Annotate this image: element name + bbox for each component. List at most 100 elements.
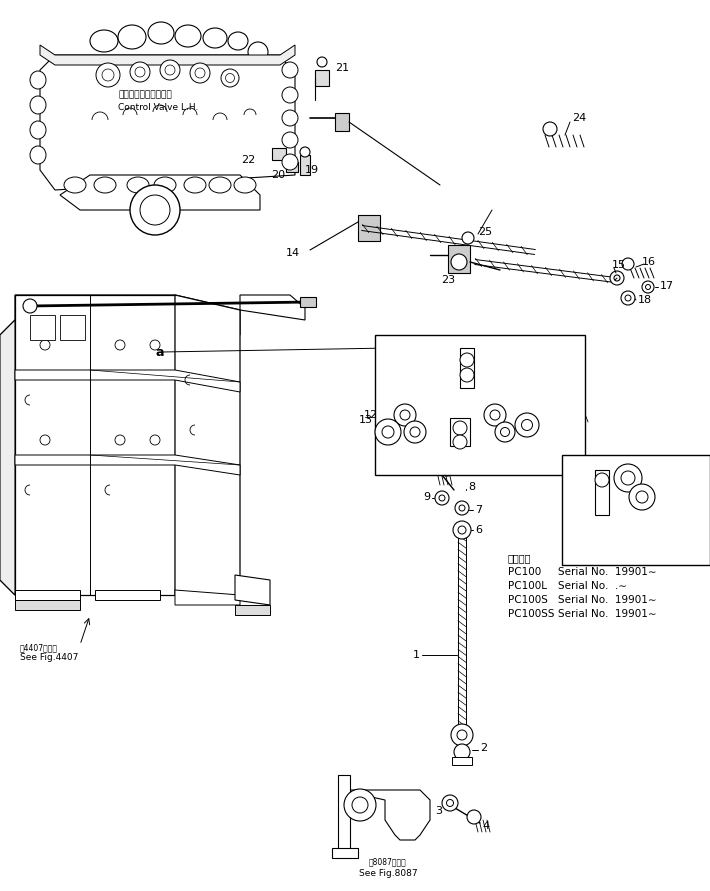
Circle shape <box>160 60 180 80</box>
Circle shape <box>501 428 510 437</box>
Text: 18: 18 <box>638 295 652 305</box>
Circle shape <box>622 258 634 270</box>
Bar <box>460 348 474 388</box>
Circle shape <box>150 435 160 445</box>
Circle shape <box>460 368 474 382</box>
Ellipse shape <box>127 177 149 193</box>
Text: Serial No.  19901∼: Serial No. 19901∼ <box>558 595 657 605</box>
Circle shape <box>135 67 145 77</box>
Circle shape <box>636 491 648 503</box>
Circle shape <box>458 526 466 534</box>
Text: 10: 10 <box>480 340 494 350</box>
Circle shape <box>115 435 125 445</box>
Circle shape <box>614 275 620 281</box>
Circle shape <box>610 271 624 285</box>
Bar <box>450 418 470 446</box>
Circle shape <box>190 63 210 83</box>
Circle shape <box>543 122 557 136</box>
Ellipse shape <box>30 121 46 139</box>
Ellipse shape <box>209 177 231 193</box>
Ellipse shape <box>282 110 298 126</box>
Text: 25: 25 <box>478 227 492 237</box>
Circle shape <box>459 505 465 511</box>
Circle shape <box>140 195 170 225</box>
Text: 1: 1 <box>413 650 420 660</box>
Text: Serial No.  19901∼: Serial No. 19901∼ <box>558 609 657 619</box>
Circle shape <box>404 421 426 443</box>
Circle shape <box>625 295 631 301</box>
Circle shape <box>467 810 481 824</box>
Circle shape <box>439 495 445 501</box>
Circle shape <box>457 730 467 740</box>
Circle shape <box>165 65 175 75</box>
Bar <box>286 162 298 172</box>
Polygon shape <box>235 605 270 615</box>
Circle shape <box>453 435 467 449</box>
Text: 12: 12 <box>520 427 534 437</box>
Circle shape <box>226 73 234 83</box>
Ellipse shape <box>64 177 86 193</box>
Circle shape <box>645 284 650 290</box>
Polygon shape <box>175 590 240 605</box>
Circle shape <box>490 410 500 420</box>
Polygon shape <box>15 600 80 610</box>
Polygon shape <box>15 590 80 600</box>
Polygon shape <box>95 590 160 600</box>
Bar <box>272 148 286 160</box>
Circle shape <box>352 797 368 813</box>
Circle shape <box>495 422 515 442</box>
Polygon shape <box>332 848 358 858</box>
Text: 4: 4 <box>482 821 489 831</box>
Bar <box>375 335 585 475</box>
Circle shape <box>102 69 114 81</box>
Circle shape <box>515 413 539 437</box>
Polygon shape <box>240 295 305 320</box>
Polygon shape <box>338 775 350 850</box>
Circle shape <box>96 63 120 87</box>
Text: a: a <box>540 344 549 356</box>
Circle shape <box>453 421 467 435</box>
Circle shape <box>522 420 532 430</box>
Text: 2: 2 <box>480 743 487 753</box>
Text: コントロールバルブ左: コントロールバルブ左 <box>118 91 172 100</box>
Bar <box>300 155 310 175</box>
Circle shape <box>614 464 642 492</box>
Text: 12: 12 <box>658 465 672 475</box>
Bar <box>452 757 472 765</box>
Text: 13: 13 <box>359 415 373 425</box>
Text: 笥8087図参照: 笥8087図参照 <box>369 857 407 867</box>
Circle shape <box>435 491 449 505</box>
Text: 22: 22 <box>241 155 255 165</box>
Text: 7: 7 <box>475 505 482 515</box>
Text: 9: 9 <box>423 492 430 502</box>
Circle shape <box>484 404 506 426</box>
Ellipse shape <box>228 32 248 50</box>
Ellipse shape <box>282 87 298 103</box>
Circle shape <box>595 473 609 487</box>
Polygon shape <box>235 575 270 605</box>
Circle shape <box>410 427 420 437</box>
Text: 11: 11 <box>446 445 460 455</box>
Text: See Fig.4407: See Fig.4407 <box>20 653 78 663</box>
Text: 5: 5 <box>405 795 412 805</box>
Circle shape <box>130 185 180 235</box>
Circle shape <box>460 353 474 367</box>
Ellipse shape <box>282 132 298 148</box>
Ellipse shape <box>30 146 46 164</box>
Text: 12: 12 <box>364 410 378 420</box>
Ellipse shape <box>203 28 227 48</box>
Text: 24: 24 <box>572 113 586 123</box>
Text: PC100S: PC100S <box>508 595 548 605</box>
Bar <box>595 470 609 515</box>
Circle shape <box>642 281 654 293</box>
Ellipse shape <box>175 25 201 47</box>
Ellipse shape <box>118 25 146 49</box>
Text: PC100SS: PC100SS <box>508 609 555 619</box>
Bar <box>358 215 380 241</box>
Circle shape <box>317 57 327 67</box>
Circle shape <box>629 484 655 510</box>
Text: See Fig.8087: See Fig.8087 <box>359 869 417 878</box>
Text: 20: 20 <box>271 170 285 180</box>
Polygon shape <box>15 295 240 335</box>
Ellipse shape <box>30 71 46 89</box>
